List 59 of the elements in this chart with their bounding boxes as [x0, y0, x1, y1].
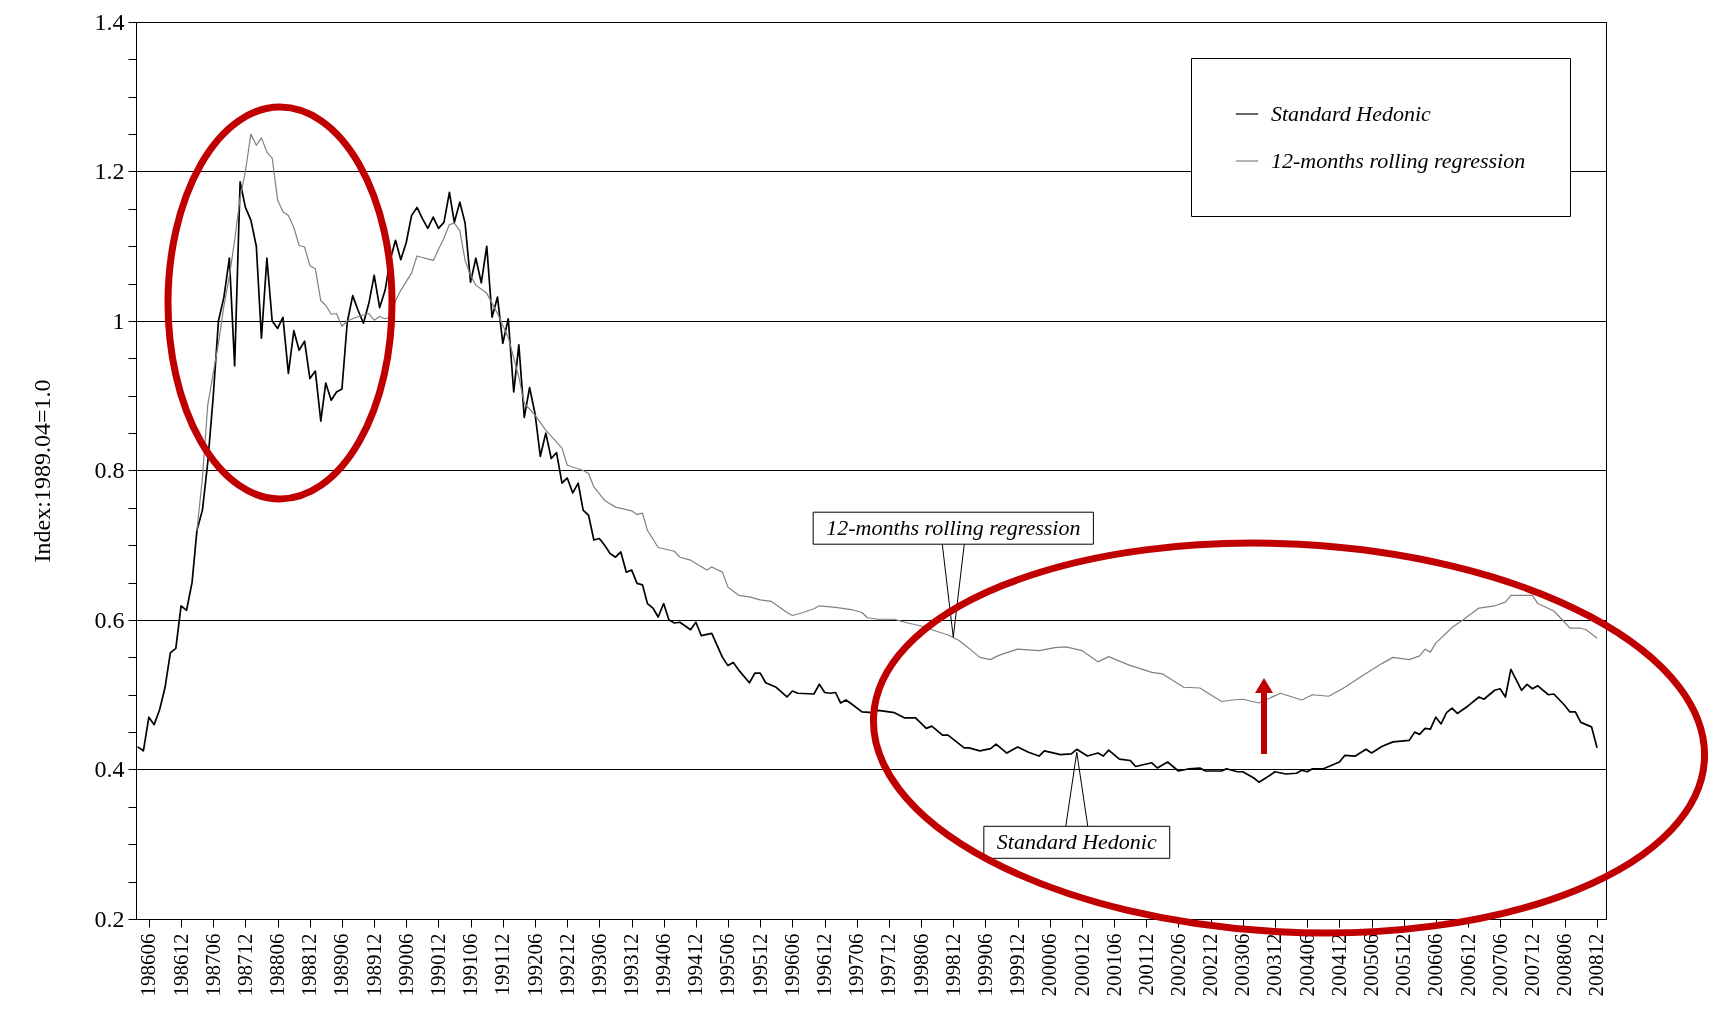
- x-tick-label: 199112: [490, 933, 515, 996]
- x-tick-label: 199812: [940, 933, 965, 997]
- x-tick-label: 200412: [1326, 933, 1351, 997]
- x-tick-label: 199406: [651, 933, 676, 997]
- x-tick-label: 198706: [200, 933, 225, 997]
- x-tick-label: 198912: [361, 933, 386, 997]
- x-tick-label: 199312: [619, 933, 644, 997]
- x-tick-label: 199712: [876, 933, 901, 997]
- x-tick-label: 200812: [1584, 933, 1609, 997]
- y-tick-label: 1.2: [94, 158, 125, 184]
- x-tick-label: 199806: [908, 933, 933, 997]
- x-tick-label: 199906: [972, 933, 997, 997]
- x-tick-label: 200606: [1423, 933, 1448, 997]
- y-tick-label: 0.2: [94, 905, 125, 932]
- x-tick-label: 200612: [1455, 933, 1480, 997]
- x-tick-label: 199912: [1005, 933, 1030, 997]
- x-tick-label: 198606: [136, 933, 161, 997]
- y-tick-label: 1: [112, 307, 125, 334]
- x-tick-label: 198612: [168, 933, 193, 997]
- annotation: 12-months rolling regression: [826, 515, 1081, 541]
- x-tick-label: 200106: [1101, 933, 1126, 997]
- x-tick-label: 199506: [715, 933, 740, 997]
- x-tick-label: 199412: [683, 933, 708, 997]
- x-tick-label: 200712: [1519, 933, 1544, 997]
- x-tick-label: 200312: [1262, 933, 1287, 997]
- y-tick-label: 1.4: [94, 8, 125, 35]
- x-tick-label: 199706: [844, 933, 869, 997]
- x-tick-label: 200506: [1359, 933, 1384, 997]
- x-tick-label: 200112: [1133, 933, 1158, 996]
- legend-label: Standard Hedonic: [1271, 101, 1432, 126]
- x-tick-label: 200012: [1069, 933, 1094, 997]
- x-tick-label: 199106: [458, 933, 483, 997]
- y-tick-label: 0.8: [94, 457, 125, 483]
- x-tick-label: 200706: [1487, 933, 1512, 997]
- x-tick-label: 199006: [393, 933, 418, 997]
- x-tick-label: 200206: [1165, 933, 1190, 997]
- x-tick-label: 198906: [329, 933, 354, 997]
- y-axis-title: Index:1989.04=1.0: [28, 379, 55, 563]
- x-tick-label: 200212: [1198, 933, 1223, 997]
- x-tick-label: 199206: [522, 933, 547, 997]
- x-tick-label: 198812: [297, 933, 322, 997]
- x-tick-label: 198806: [265, 933, 290, 997]
- x-tick-label: 199212: [554, 933, 579, 997]
- x-tick-label: 199512: [747, 933, 772, 997]
- y-tick-label: 0.6: [94, 606, 125, 633]
- x-tick-label: 198712: [232, 933, 257, 997]
- x-tick-label: 199306: [586, 933, 611, 997]
- y-tick-label: 0.4: [94, 756, 125, 782]
- x-tick-label: 200306: [1230, 933, 1255, 997]
- x-tick-label: 200512: [1391, 933, 1416, 997]
- x-tick-label: 200406: [1294, 933, 1319, 997]
- x-tick-label: 199606: [779, 933, 804, 997]
- x-tick-label: 200006: [1037, 933, 1062, 997]
- legend-label: 12-months rolling regression: [1271, 148, 1526, 173]
- annotation: Standard Hedonic: [996, 829, 1157, 855]
- x-tick-label: 199612: [812, 933, 837, 997]
- line-series: [196, 133, 1598, 704]
- x-tick-label: 199012: [425, 933, 450, 997]
- x-tick-label: 200806: [1552, 933, 1577, 997]
